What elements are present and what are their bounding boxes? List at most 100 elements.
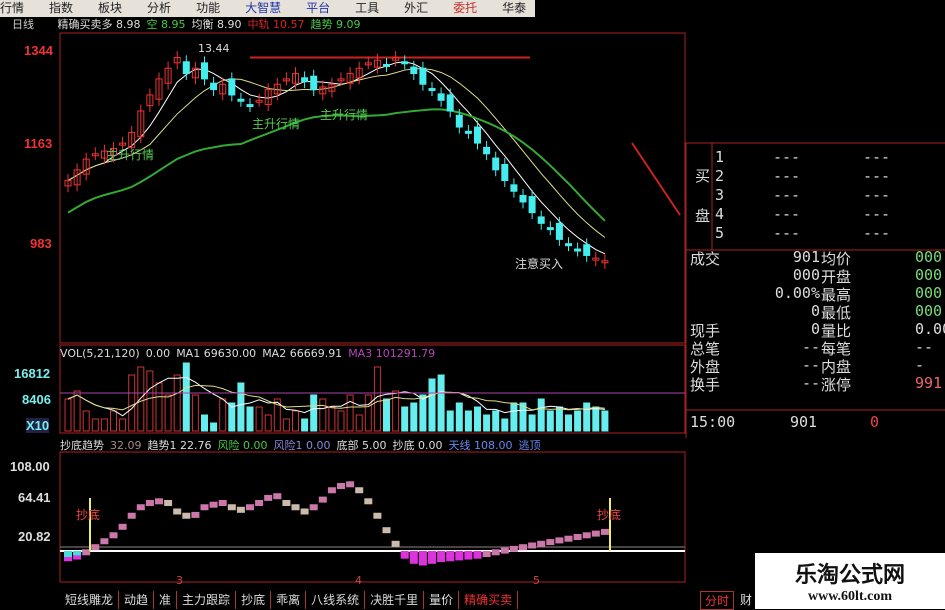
candle-body xyxy=(373,59,381,68)
candle-body xyxy=(164,67,172,84)
indicator-bar xyxy=(409,557,418,564)
volume-bar xyxy=(328,406,336,432)
indicator-bar xyxy=(264,494,273,501)
indicator-bar xyxy=(500,547,509,554)
tab-intraday[interactable]: 分时 xyxy=(700,591,735,610)
tab-4[interactable]: 抄底 xyxy=(236,591,272,609)
menu-item-1[interactable]: 指数 xyxy=(49,1,74,15)
tab-6[interactable]: 八线系统 xyxy=(306,591,366,609)
title-indicator-4: 趋势 9.09 xyxy=(310,18,361,31)
period-label[interactable]: 日线 xyxy=(12,18,34,31)
price-axis-983: 983 xyxy=(30,236,52,251)
candle-body xyxy=(292,73,299,84)
candle-body xyxy=(437,93,445,101)
candle-body xyxy=(273,83,281,95)
candle-body xyxy=(100,150,108,159)
volume-bar xyxy=(555,406,563,432)
x-tick-5: 5 xyxy=(533,574,540,587)
indicator-neg-bar xyxy=(73,551,82,556)
candle-body xyxy=(128,131,136,148)
menu-item-4[interactable]: 功能 xyxy=(196,1,221,15)
indicator-bar xyxy=(255,500,264,506)
tab-2[interactable]: 准 xyxy=(154,591,178,609)
row-label-6: 外盘 xyxy=(690,358,721,376)
tab-8[interactable]: 量价 xyxy=(424,591,460,609)
tab-7[interactable]: 决胜千里 xyxy=(365,591,425,609)
menu-item-10[interactable]: 华泰 xyxy=(502,1,527,15)
level-3: 3 xyxy=(715,186,725,204)
candle-body xyxy=(182,61,190,75)
menu-item-9[interactable]: 委托 xyxy=(453,1,478,15)
indicator_panel-header-4: 风险1 0.00 xyxy=(273,439,331,452)
row-field-6: 内盘 xyxy=(821,358,852,376)
candle-body xyxy=(419,67,427,85)
volume-bar xyxy=(519,402,527,432)
volume-bar xyxy=(601,410,609,432)
menu-item-8[interactable]: 外汇 xyxy=(404,1,429,15)
volume-bar xyxy=(583,402,591,432)
volume-bar xyxy=(273,398,281,432)
indicator-bar xyxy=(455,554,464,561)
indicator_panel-header-7: 天线 108.00 xyxy=(448,439,513,452)
indicator_panel-header-8: 逃顶 xyxy=(518,439,541,452)
ind-axis-top: 108.00 xyxy=(10,459,50,474)
indicator-bar xyxy=(155,498,163,505)
candle-body xyxy=(492,157,500,171)
tab-9[interactable]: 精确买卖 xyxy=(459,591,519,609)
volume-bar xyxy=(428,378,436,432)
indicator-bar xyxy=(528,542,537,549)
volume-bar xyxy=(574,410,582,432)
level-2: 2 xyxy=(715,167,725,185)
candle-body xyxy=(301,77,309,83)
row-value-3: 0 xyxy=(810,302,820,320)
indicator-bar xyxy=(309,504,318,511)
tick-price: 901 xyxy=(790,413,818,431)
indicator-bar xyxy=(573,534,582,540)
tab-3[interactable]: 主力跟踪 xyxy=(177,591,237,609)
tab-1[interactable]: 动趋 xyxy=(119,591,155,609)
menu-item-5[interactable]: 大智慧 xyxy=(245,1,282,15)
candle-body xyxy=(592,257,600,261)
candle-body xyxy=(346,73,354,84)
bid-vol-3: --- xyxy=(863,186,891,204)
indicator-bar xyxy=(482,551,491,557)
row-label-5: 总笔 xyxy=(690,340,721,358)
candle-body xyxy=(210,82,218,91)
row-right-1: 000 xyxy=(915,266,943,284)
tab-5[interactable]: 乖离 xyxy=(271,591,307,609)
trend-annotation-3: 主升行情 xyxy=(320,108,369,122)
volume-bar xyxy=(501,418,509,432)
indicator-bar xyxy=(209,501,218,508)
bid-vol-2: --- xyxy=(863,167,891,185)
volume-header: VOL(5,21,120) 0.00 MA1 69630.00 MA2 66669.9… xyxy=(60,347,441,360)
menu-item-3[interactable]: 分析 xyxy=(147,1,172,15)
indicator_panel-header-0: 抄底趋势 xyxy=(60,439,104,452)
x-tick-3: 3 xyxy=(176,574,183,587)
volume-bar xyxy=(264,414,272,432)
indicator-bar xyxy=(591,530,600,537)
candle-body xyxy=(201,62,208,80)
tab-finance[interactable]: 财 xyxy=(740,593,753,607)
row-value-2: 0.00% xyxy=(774,284,820,302)
bid-price-4: --- xyxy=(773,205,801,223)
tab-0[interactable]: 短线雕龙 xyxy=(60,591,120,609)
menu-item-2[interactable]: 板块 xyxy=(98,1,123,15)
indicator-bar xyxy=(555,537,564,544)
candle-body xyxy=(528,196,536,214)
volume-bar xyxy=(255,406,263,432)
level-1: 1 xyxy=(715,148,725,166)
row-field-4: 量比 xyxy=(821,322,852,340)
volume-bar xyxy=(292,410,299,432)
volume-bar xyxy=(419,394,427,432)
menu-item-7[interactable]: 工具 xyxy=(355,1,380,15)
menu-item-6[interactable]: 平台 xyxy=(306,1,331,15)
indicator-bar xyxy=(537,540,546,547)
indicator-bar xyxy=(182,512,191,519)
indicator-tabs: 短线雕龙 动趋准主力跟踪 抄底 乖离 八线系统 决胜千里 量价 精确买卖 xyxy=(60,591,519,609)
candle-body xyxy=(574,248,582,252)
indicator-neg-bar xyxy=(64,551,72,557)
indicator-bar xyxy=(473,552,482,559)
menu-item-0[interactable]: 行情 xyxy=(0,1,25,15)
candle-body xyxy=(401,61,409,65)
